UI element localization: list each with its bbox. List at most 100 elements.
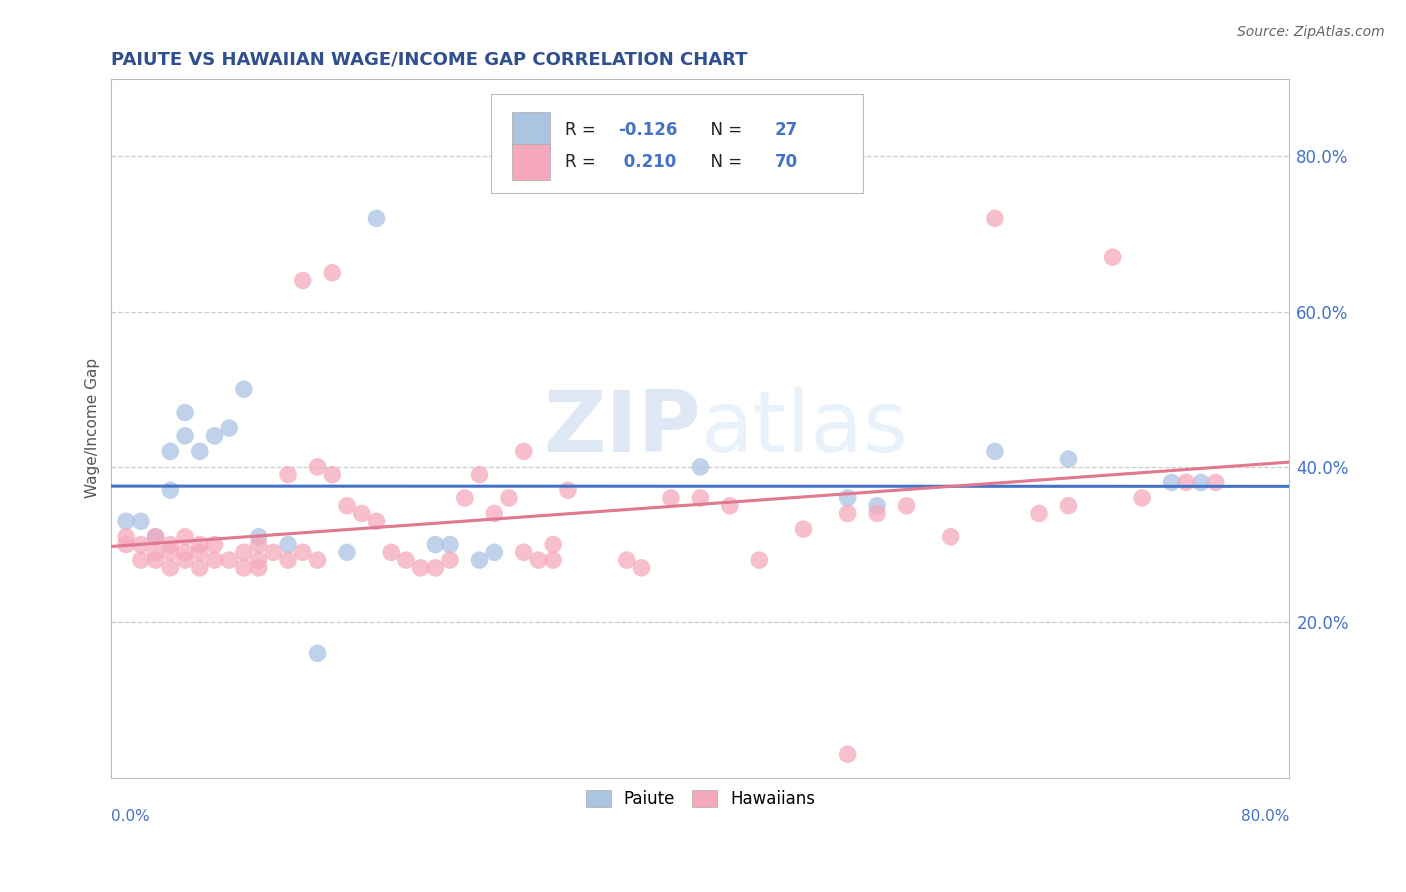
- Point: [425, 561, 447, 575]
- Point: [307, 646, 329, 660]
- Legend: Paiute, Hawaiians: Paiute, Hawaiians: [579, 783, 823, 814]
- Point: [336, 545, 359, 559]
- Point: [837, 491, 859, 505]
- Point: [366, 211, 388, 226]
- Point: [512, 444, 534, 458]
- Text: -0.126: -0.126: [617, 121, 678, 139]
- Text: R =: R =: [565, 121, 600, 139]
- Point: [630, 561, 652, 575]
- Point: [188, 561, 211, 575]
- Point: [277, 538, 299, 552]
- Text: PAIUTE VS HAWAIIAN WAGE/INCOME GAP CORRELATION CHART: PAIUTE VS HAWAIIAN WAGE/INCOME GAP CORRE…: [111, 51, 748, 69]
- Point: [837, 507, 859, 521]
- Point: [689, 459, 711, 474]
- Point: [204, 538, 226, 552]
- Point: [1101, 250, 1123, 264]
- Text: atlas: atlas: [700, 386, 908, 469]
- Point: [468, 467, 491, 482]
- Point: [247, 530, 270, 544]
- Point: [792, 522, 814, 536]
- Point: [159, 483, 181, 498]
- Point: [366, 514, 388, 528]
- Text: 80.0%: 80.0%: [1241, 809, 1289, 824]
- Point: [896, 499, 918, 513]
- Point: [307, 459, 329, 474]
- Point: [277, 467, 299, 482]
- Point: [380, 545, 402, 559]
- Point: [454, 491, 477, 505]
- Text: 27: 27: [775, 121, 797, 139]
- Point: [689, 491, 711, 505]
- Point: [188, 444, 211, 458]
- Point: [498, 491, 520, 505]
- Point: [247, 553, 270, 567]
- Y-axis label: Wage/Income Gap: Wage/Income Gap: [86, 358, 100, 498]
- Point: [174, 545, 197, 559]
- Point: [425, 538, 447, 552]
- Text: 70: 70: [775, 153, 797, 170]
- Point: [174, 530, 197, 544]
- Point: [321, 467, 343, 482]
- FancyBboxPatch shape: [512, 112, 550, 148]
- Point: [1057, 499, 1080, 513]
- Point: [718, 499, 741, 513]
- Text: 0.0%: 0.0%: [111, 809, 150, 824]
- Point: [1028, 507, 1050, 521]
- Point: [336, 499, 359, 513]
- Point: [204, 429, 226, 443]
- Text: 0.210: 0.210: [617, 153, 676, 170]
- Point: [1130, 491, 1153, 505]
- Point: [115, 514, 138, 528]
- Point: [439, 553, 461, 567]
- Point: [837, 747, 859, 762]
- Point: [409, 561, 432, 575]
- Text: R =: R =: [565, 153, 600, 170]
- Point: [159, 561, 181, 575]
- Point: [984, 211, 1007, 226]
- Point: [866, 507, 889, 521]
- Point: [262, 545, 284, 559]
- FancyBboxPatch shape: [512, 144, 550, 180]
- Point: [439, 538, 461, 552]
- Point: [1160, 475, 1182, 490]
- Point: [527, 553, 550, 567]
- Text: N =: N =: [700, 153, 748, 170]
- Point: [277, 553, 299, 567]
- Point: [291, 273, 314, 287]
- Point: [145, 530, 167, 544]
- Point: [866, 499, 889, 513]
- Point: [232, 545, 254, 559]
- Point: [145, 545, 167, 559]
- Point: [748, 553, 770, 567]
- Point: [468, 553, 491, 567]
- Point: [174, 553, 197, 567]
- Point: [512, 545, 534, 559]
- Point: [204, 553, 226, 567]
- Text: N =: N =: [700, 121, 748, 139]
- Point: [541, 538, 564, 552]
- Point: [174, 405, 197, 419]
- Point: [616, 553, 638, 567]
- Point: [395, 553, 418, 567]
- Point: [984, 444, 1007, 458]
- Point: [321, 266, 343, 280]
- Point: [1189, 475, 1212, 490]
- Point: [659, 491, 682, 505]
- Point: [159, 538, 181, 552]
- Point: [291, 545, 314, 559]
- Point: [129, 514, 152, 528]
- Point: [484, 507, 506, 521]
- Point: [232, 561, 254, 575]
- Point: [129, 538, 152, 552]
- FancyBboxPatch shape: [491, 94, 863, 193]
- Text: Source: ZipAtlas.com: Source: ZipAtlas.com: [1237, 25, 1385, 39]
- Point: [1175, 475, 1198, 490]
- Point: [129, 553, 152, 567]
- Point: [145, 530, 167, 544]
- Point: [939, 530, 962, 544]
- Point: [541, 553, 564, 567]
- Point: [188, 538, 211, 552]
- Point: [247, 561, 270, 575]
- Point: [1057, 452, 1080, 467]
- Point: [174, 429, 197, 443]
